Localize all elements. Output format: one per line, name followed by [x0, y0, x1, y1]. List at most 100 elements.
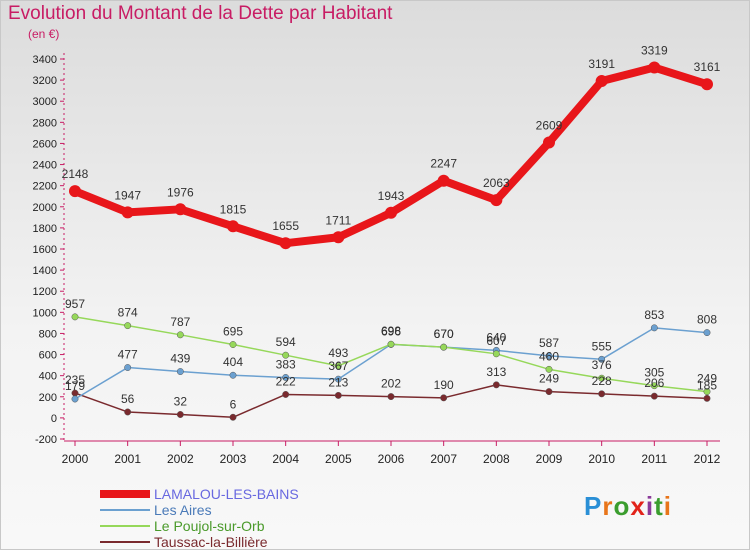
data-point [543, 136, 555, 149]
legend-swatch [100, 525, 150, 527]
logo-letter: i [645, 491, 655, 521]
data-point [598, 390, 606, 398]
data-label: 249 [697, 372, 717, 386]
x-tick-label: 2005 [325, 452, 352, 466]
x-tick-label: 2012 [694, 452, 721, 466]
data-point [71, 313, 79, 321]
data-label: 305 [644, 366, 664, 380]
data-label: 477 [118, 348, 138, 362]
y-tick-label: 400 [39, 371, 57, 383]
data-point [648, 61, 661, 74]
data-label: 3161 [694, 60, 721, 74]
data-point [492, 350, 500, 358]
data-label: 3191 [588, 57, 615, 71]
data-point [69, 185, 81, 198]
legend-label: Taussac-la-Billière [154, 534, 268, 550]
data-label: 56 [121, 392, 135, 406]
y-tick-label: 0 [51, 413, 57, 425]
data-point [598, 355, 606, 363]
data-label: 313 [486, 365, 506, 379]
data-label: 555 [592, 339, 612, 353]
y-tick-label: 1400 [33, 265, 57, 277]
data-label: 202 [381, 377, 401, 391]
legend-label: LAMALOU-LES-BAINS [154, 486, 299, 502]
y-tick-label: 600 [39, 350, 57, 362]
data-point [492, 381, 500, 389]
data-label: 439 [170, 352, 190, 366]
y-tick-label: 2000 [33, 202, 57, 214]
data-label: 1943 [378, 189, 405, 203]
data-label: 698 [381, 324, 401, 338]
logo-letter: i [663, 491, 672, 521]
legend-swatch [100, 490, 150, 498]
data-label: 2609 [536, 118, 563, 132]
data-point [703, 329, 711, 337]
data-point [334, 375, 342, 383]
data-point [282, 351, 290, 359]
data-label: 213 [328, 375, 348, 389]
data-point [71, 395, 79, 403]
x-tick-label: 2000 [62, 452, 89, 466]
x-tick-label: 2009 [536, 452, 563, 466]
data-label: 2063 [483, 176, 510, 190]
data-label: 1711 [325, 213, 351, 227]
data-label: 1655 [272, 219, 299, 233]
x-tick-label: 2002 [167, 452, 194, 466]
data-point [279, 237, 292, 250]
data-label: 206 [644, 376, 664, 390]
data-label: 32 [174, 395, 188, 409]
data-label: 696 [381, 324, 401, 338]
data-label: 1947 [114, 188, 141, 202]
legend-item-taussac: Taussac-la-Billière [100, 534, 360, 550]
data-point [650, 382, 658, 390]
data-point [176, 331, 184, 339]
data-point [385, 206, 397, 219]
y-tick-label: 800 [39, 328, 57, 340]
x-tick-label: 2007 [430, 452, 457, 466]
y-tick-label: 2400 [33, 160, 57, 172]
data-label: 670 [434, 327, 454, 341]
data-point [282, 391, 290, 398]
data-point [229, 341, 237, 348]
x-tick-label: 2006 [378, 452, 405, 466]
data-point [440, 343, 448, 351]
data-point [227, 220, 239, 233]
legend-label: Les Aires [154, 502, 212, 518]
data-point [701, 78, 713, 91]
data-point [334, 391, 342, 399]
data-point [229, 371, 237, 379]
y-tick-label: 1200 [33, 286, 57, 298]
data-point [176, 368, 184, 375]
data-point [437, 174, 450, 187]
data-label: 185 [697, 378, 717, 392]
data-label: 460 [539, 349, 559, 363]
data-point [124, 364, 132, 371]
data-label: 6 [230, 397, 237, 411]
data-label: 3319 [641, 44, 668, 58]
data-label: 367 [328, 359, 348, 373]
data-point [545, 388, 553, 396]
y-tick-label: 3200 [33, 75, 57, 87]
legend: LAMALOU-LES-BAINS Les Aires Le Poujol-su… [100, 486, 360, 550]
data-label: 640 [486, 330, 506, 344]
data-label: 607 [486, 334, 506, 348]
data-label: 2148 [62, 167, 89, 181]
data-point [282, 374, 290, 381]
data-label: 222 [276, 374, 296, 388]
y-tick-label: -200 [35, 434, 57, 446]
data-point [124, 322, 132, 330]
proxiti-logo: Proxiti [584, 491, 672, 522]
logo-letter: o [613, 491, 631, 521]
data-label: 594 [276, 335, 296, 349]
data-label: 383 [276, 357, 296, 371]
data-point [124, 408, 132, 416]
data-point [174, 203, 187, 216]
x-tick-label: 2010 [588, 452, 615, 466]
y-tick-label: 200 [39, 392, 57, 404]
data-point [332, 231, 345, 244]
unit-label: (en €) [28, 27, 60, 41]
y-tick-label: 1600 [33, 244, 57, 256]
data-point [595, 75, 608, 88]
legend-item-les-aires: Les Aires [100, 502, 360, 518]
